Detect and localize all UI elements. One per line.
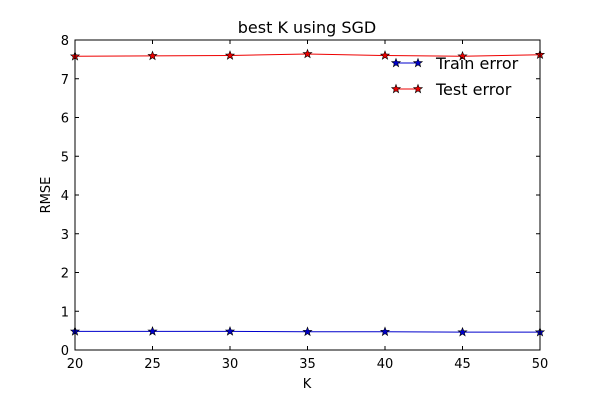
plot-frame (74, 39, 541, 351)
data-point (457, 50, 468, 61)
data-point (379, 326, 391, 337)
series-0 (69, 326, 546, 337)
y-tick-label: 2 (61, 267, 69, 282)
data-point (302, 326, 313, 337)
y-tick-label: 4 (61, 189, 69, 204)
legend-item: Train error (390, 54, 519, 73)
y-tick-label: 3 (61, 228, 69, 243)
legend-item: Test error (390, 80, 512, 99)
legend-marker (390, 57, 402, 68)
x-tick-label: 50 (532, 357, 549, 372)
x-tick-label: 45 (454, 357, 471, 372)
legend-marker (390, 83, 402, 94)
y-tick-label: 6 (61, 112, 69, 127)
x-tick-label: 25 (144, 357, 161, 372)
data-point (379, 50, 391, 60)
y-axis-label: RMSE (39, 177, 54, 214)
y-tick-label: 1 (61, 305, 69, 320)
plot-area (75, 40, 540, 350)
legend-marker (412, 83, 424, 94)
chart-title: best K using SGD (238, 18, 376, 37)
legend: Train error Test error (390, 54, 519, 99)
data-point (457, 326, 468, 337)
x-tick-label: 35 (299, 357, 316, 372)
y-tick-label: 7 (61, 73, 69, 88)
data-point (224, 326, 236, 336)
legend-label: Train error (435, 54, 519, 73)
data-point (302, 48, 313, 59)
y-tick-label: 8 (61, 34, 69, 49)
x-axis-label: K (303, 377, 312, 392)
x-tick-label: 30 (222, 357, 239, 372)
x-tick-label: 20 (67, 357, 84, 372)
legend-marker (412, 57, 424, 68)
data-point (224, 50, 236, 60)
y-tick-label: 5 (61, 150, 69, 165)
x-tick-label: 40 (377, 357, 394, 372)
y-tick-label: 0 (61, 344, 69, 359)
x-axis-ticks: 20 25 30 35 40 45 50 (67, 40, 549, 372)
data-point (147, 326, 158, 336)
data-point (147, 50, 158, 61)
legend-label: Test error (435, 80, 512, 99)
y-axis-ticks: 0 1 2 3 4 5 6 7 8 (61, 34, 540, 359)
